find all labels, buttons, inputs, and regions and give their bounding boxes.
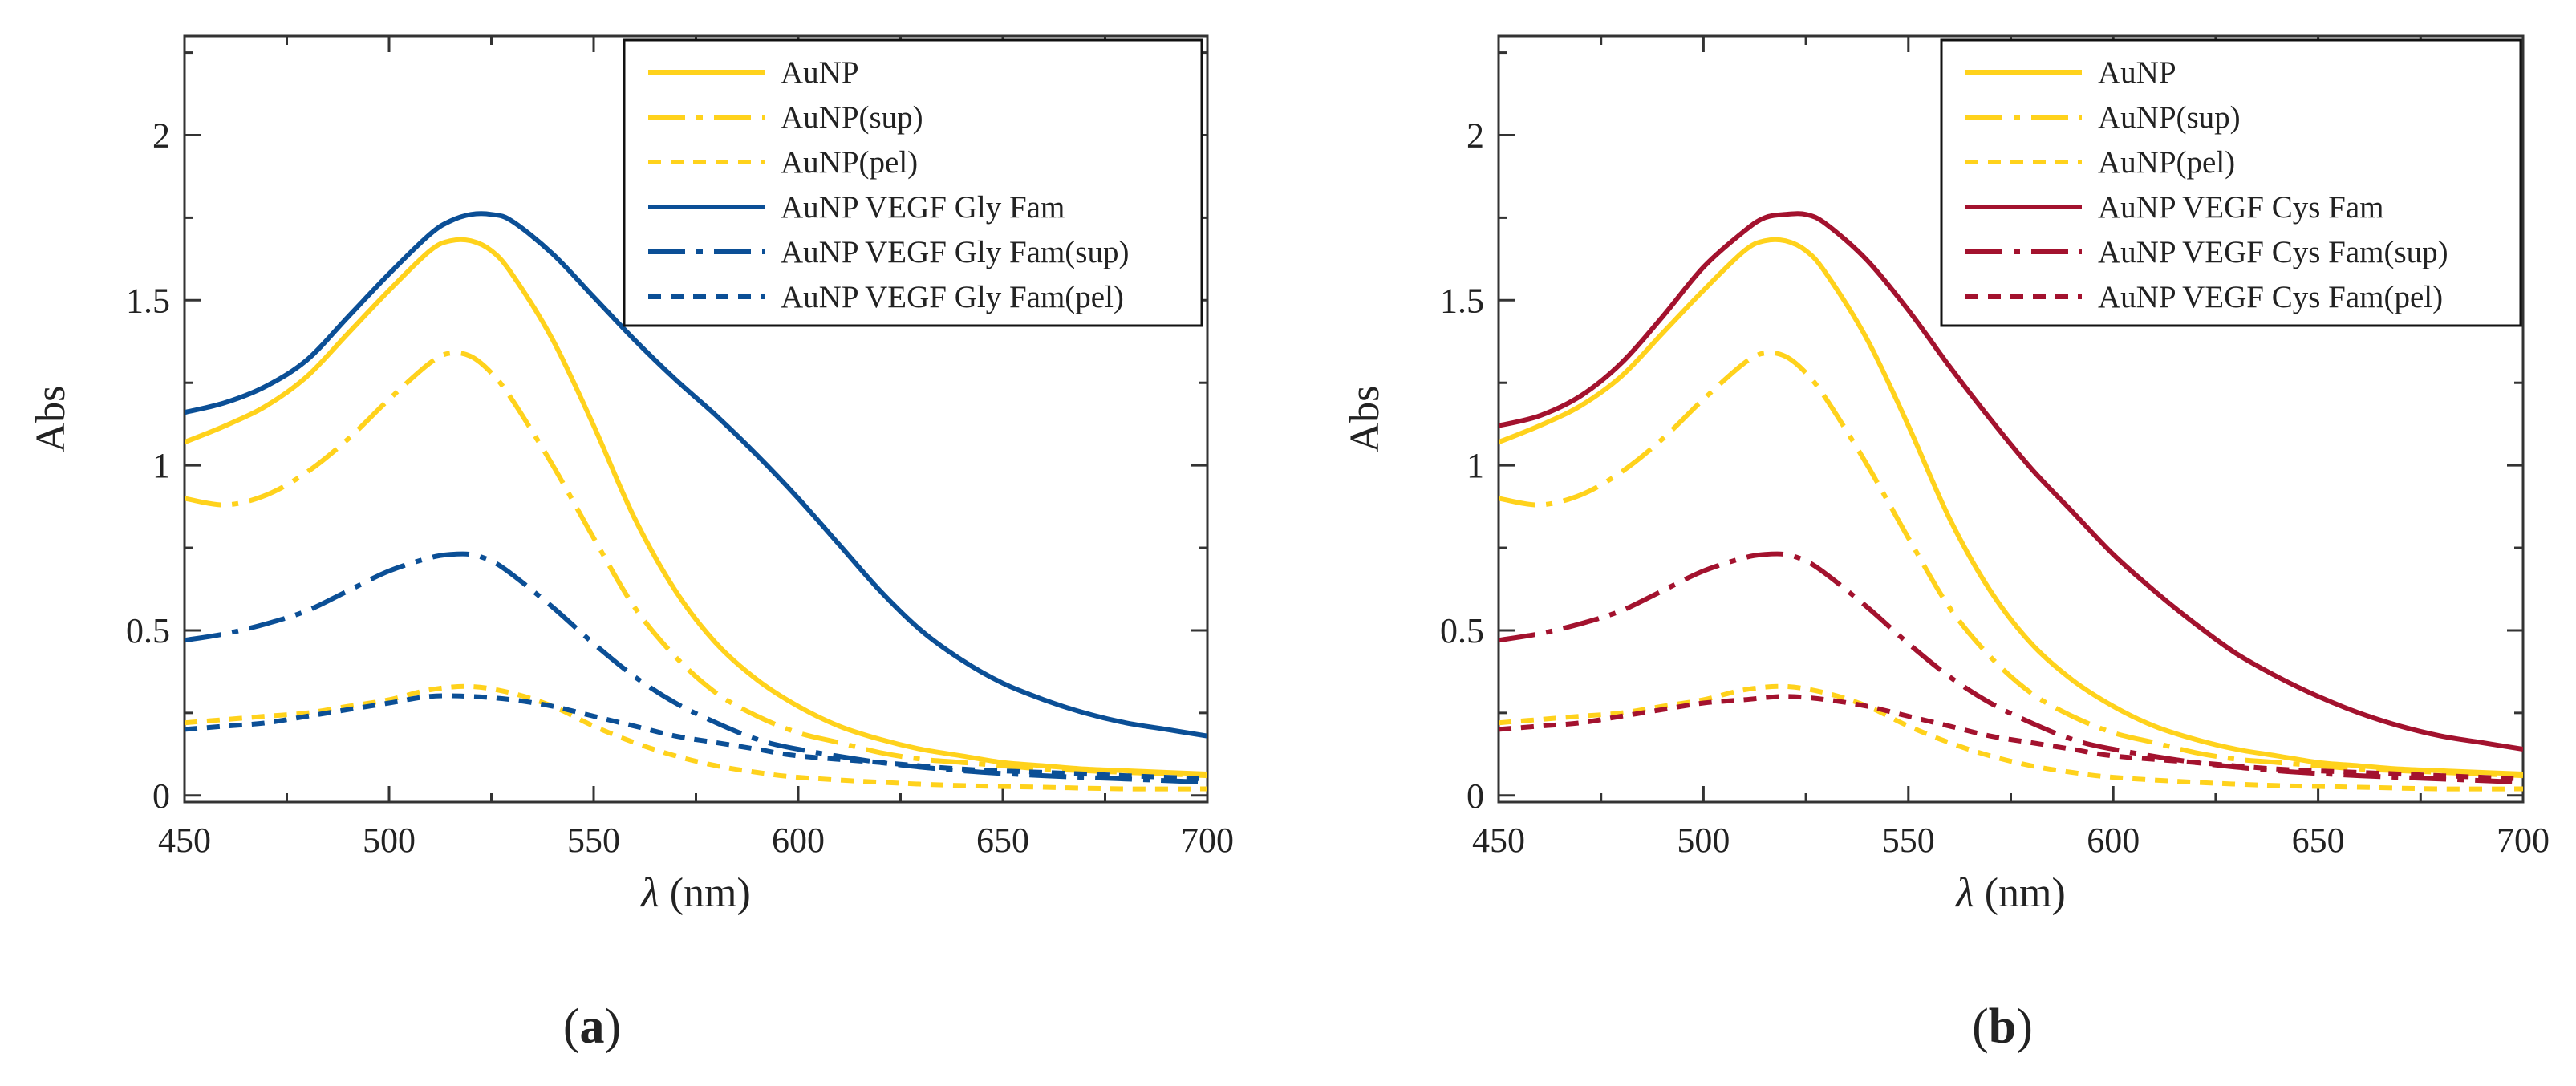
panel-a-y-tick-label: 1.5 [126, 281, 170, 320]
panel-b-legend-label-aunp-vegf-cys-fam: AuNP VEGF Cys Fam [2098, 190, 2383, 225]
panel-a-series-aunp-vegf-gly-fam [185, 211, 1207, 739]
panel-b-y-tick-label: 1.5 [1440, 281, 1484, 320]
panel-b-series-aunp-pel [1499, 683, 2523, 792]
panel-b-series-group [1499, 211, 2523, 792]
panel-b-legend-label-aunp-sup: AuNP(sup) [2098, 100, 2241, 135]
panel-a-x-tick-label: 700 [1181, 821, 1234, 860]
panel-b-legend-label-aunp: AuNP [2098, 55, 2176, 90]
panel-a-y-tick-label: 2 [152, 115, 170, 155]
panel-b-legend-label-aunp-vegf-cys-fam-sup: AuNP VEGF Cys Fam(sup) [2098, 235, 2448, 269]
panel-a-series-group [185, 211, 1207, 792]
panel-b-legend-label-aunp-pel: AuNP(pel) [2098, 145, 2235, 180]
panel-b-series-aunp-vegf-cys-fam [1499, 211, 2523, 752]
panel-a-legend-label-aunp-vegf-gly-fam: AuNP VEGF Gly Fam [781, 190, 1065, 225]
panel-a-series-aunp-sup [185, 350, 1207, 779]
panel-a-legend-label-aunp-vegf-gly-fam-sup: AuNP VEGF Gly Fam(sup) [781, 235, 1129, 269]
panel-b-x-tick-label: 450 [1472, 821, 1525, 860]
panel-b-x-tick-label: 600 [2087, 821, 2140, 860]
panel-b-y-tick-label: 2 [1466, 115, 1484, 155]
panel-b-series-aunp [1499, 237, 2523, 776]
panel-b-series-aunp-sup [1499, 350, 2523, 779]
panel-a-legend-box [623, 38, 1203, 327]
panel-b-legend-box [1940, 38, 2522, 327]
panel-a-legend-label-aunp-sup: AuNP(sup) [781, 100, 923, 135]
panel-a-series-aunp-vegf-gly-fam-sup [185, 551, 1207, 785]
panel-b-y-axis-label: Abs [1342, 386, 1388, 453]
panel-b-y-tick-label: 0 [1466, 776, 1484, 816]
panel-a-y-tick-label: 1 [152, 446, 170, 485]
panel-b-y-tick-label: 1 [1466, 446, 1484, 485]
panel-b-series-aunp-vegf-cys-fam-sup [1499, 551, 2523, 785]
panel-a-label: (a) [563, 999, 621, 1054]
panel-a-x-tick-label: 650 [976, 821, 1029, 860]
panel-b-x-tick-label: 550 [1882, 821, 1935, 860]
panel-a-legend-label-aunp-vegf-gly-fam-pel: AuNP VEGF Gly Fam(pel) [781, 280, 1124, 314]
panel-b-x-tick-label: 650 [2292, 821, 2345, 860]
panel-a-y-tick-label: 0.5 [126, 611, 170, 650]
panel-a-series-aunp-pel [185, 683, 1207, 792]
panel-a-legend-label-aunp-pel: AuNP(pel) [781, 145, 918, 180]
panel-a-series-aunp [185, 237, 1207, 776]
panel-b-x-tick-label: 700 [2497, 821, 2550, 860]
panel-b-legend: AuNP AuNP(sup) AuNP(pel) AuNP VEGF Cys Fam A… [1940, 38, 2522, 327]
panel-a-legend: AuNP AuNP(sup) AuNP(pel) AuNP VEGF Gly Fam A… [623, 38, 1203, 327]
panel-a-legend-label-aunp: AuNP [781, 55, 859, 90]
panel-b-chart: 450 500 550 600 650 700 0 0.5 1 1.5 2 λ (nm) Abs AuNP… [1342, 34, 2550, 916]
panel-b-legend-label-aunp-vegf-cys-fam-pel: AuNP VEGF Cys Fam(pel) [2098, 280, 2443, 314]
panel-a-x-tick-label: 500 [363, 821, 416, 860]
panel-a-chart: 450 500 550 600 650 700 0 0.5 1 1.5 2 λ (nm) Abs AuNP… [28, 34, 1234, 916]
panel-b-y-tick-label: 0.5 [1440, 611, 1484, 650]
panel-b-label: (b) [1972, 999, 2033, 1054]
panel-b-x-axis-label: λ (nm) [1954, 870, 2066, 916]
panel-a-y-tick-label: 0 [152, 776, 170, 816]
panel-a-y-axis-label: Abs [28, 386, 74, 453]
panel-a-x-tick-label: 550 [567, 821, 620, 860]
panel-b-x-tick-label: 500 [1677, 821, 1730, 860]
panel-a-x-tick-label: 450 [158, 821, 211, 860]
panel-a-x-tick-label: 600 [772, 821, 825, 860]
panel-a-x-axis-label: λ (nm) [639, 870, 751, 916]
